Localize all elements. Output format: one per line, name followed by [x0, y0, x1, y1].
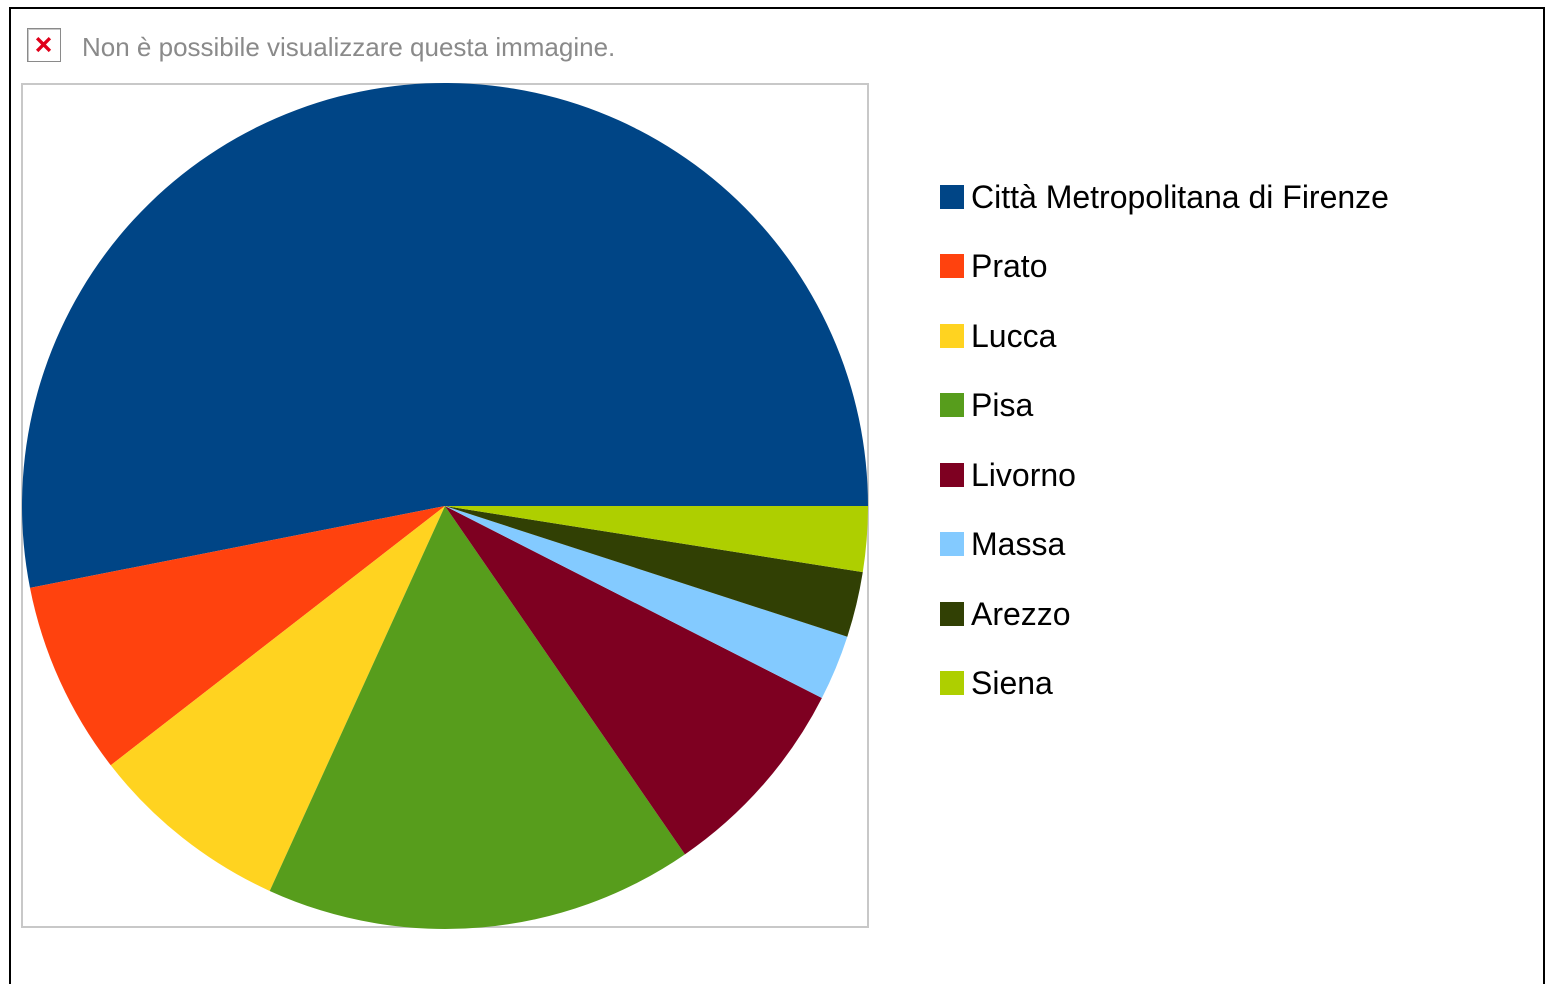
- legend-swatch: [940, 323, 964, 348]
- close-x-icon: [35, 36, 52, 53]
- legend-item-citta-metropolitana-di-firenze: Città Metropolitana di Firenze: [940, 162, 1530, 232]
- legend-label: Pisa: [971, 387, 1034, 424]
- legend-item-massa: Massa: [940, 510, 1530, 580]
- image-unavailable-message: Non è possibile visualizzare questa imma…: [82, 32, 616, 62]
- legend-swatch: [940, 532, 964, 557]
- legend-item-arezzo: Arezzo: [940, 579, 1530, 649]
- legend-item-siena: Siena: [940, 649, 1530, 719]
- legend-label: Livorno: [971, 456, 1076, 493]
- legend-label: Prato: [971, 248, 1048, 285]
- legend-swatch: [940, 184, 964, 209]
- broken-image-icon: [27, 28, 61, 62]
- legend-swatch: [940, 462, 964, 487]
- legend-swatch: [940, 671, 964, 696]
- chart-frame: [9, 7, 1545, 984]
- legend-item-lucca: Lucca: [940, 301, 1530, 371]
- legend-item-pisa: Pisa: [940, 371, 1530, 441]
- legend-label: Siena: [971, 665, 1053, 702]
- legend-label: Arezzo: [971, 595, 1071, 632]
- legend-swatch: [940, 393, 964, 418]
- legend-label: Massa: [971, 526, 1066, 563]
- legend-swatch: [940, 254, 964, 279]
- chart-legend: Città Metropolitana di Firenze Prato Lucca…: [940, 162, 1530, 718]
- legend-swatch: [940, 601, 964, 626]
- legend-label: Città Metropolitana di Firenze: [971, 178, 1389, 215]
- legend-item-livorno: Livorno: [940, 440, 1530, 510]
- legend-label: Lucca: [971, 317, 1057, 354]
- legend-item-prato: Prato: [940, 232, 1530, 302]
- plot-area: [21, 83, 869, 928]
